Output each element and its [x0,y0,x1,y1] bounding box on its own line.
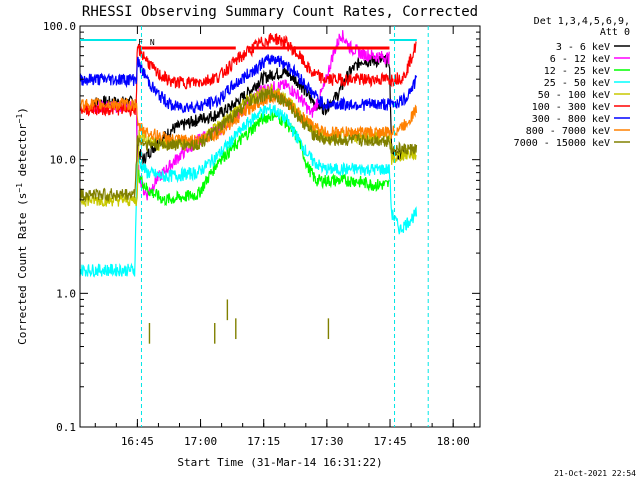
y-axis-label-group: Corrected Count Rate (s−1 detector−1) [15,107,29,345]
timestamp: 21-Oct-2021 22:54 [554,469,636,478]
plot-frame [79,25,481,428]
legend-100-300-kev-label: 100 - 300 keV [532,102,610,113]
legend-header-line-1: Det 1,3,4,5,6,9, [534,16,630,27]
x-tick-label-5: 18:00 [437,435,470,448]
legend-50-100-kev-label: 50 - 100 keV [538,90,610,101]
y-tick-label-2: 1.0 [56,287,76,300]
timestamp-group: 21-Oct-2021 22:54 [554,469,636,478]
y-tick-label-1: 10.0 [50,154,77,167]
y-tick-label-3: 0.1 [56,421,76,434]
x-tick-label-3: 17:30 [310,435,343,448]
series-800-7000-kev-line [79,90,418,147]
x-tick-label-1: 17:00 [184,435,217,448]
y-axis-label: Corrected Count Rate (s−1 detector−1) [15,107,29,345]
state-label-1: N [150,38,155,47]
plot-frame-group [79,25,481,428]
x-axis-label-group: Start Time (31-Mar-14 16:31:22) [177,456,382,469]
x-tick-label-4: 17:45 [373,435,406,448]
legend-header-line-2: Att 0 [600,27,630,38]
x-tick-label-0: 16:45 [121,435,154,448]
x-tick-label-2: 17:15 [247,435,280,448]
title-group: RHESSI Observing Summary Count Rates, Co… [82,4,478,20]
y-tick-label-0: 100.0 [43,20,76,33]
legend-800-7000-kev-label: 800 - 7000 keV [526,126,610,137]
series-25-50-kev-line [79,103,418,278]
series-7000-15000-kev-line [79,88,418,203]
x-axis-label: Start Time (31-Mar-14 16:31:22) [177,456,382,469]
y-axis: 100.0 10.0 1.0 0.1 [43,20,480,434]
legend-3-6-kev-label: 3 - 6 keV [556,42,610,53]
series-3-6-kev-line [92,53,405,165]
legend-300-800-kev-label: 300 - 800 keV [532,114,610,125]
legend-7000-15000-kev-label: 7000 - 15000 keV [514,138,610,149]
legend-12-25-kev-label: 12 - 25 keV [544,66,610,77]
legend-25-50-kev-label: 25 - 50 keV [544,78,610,89]
x-axis: 16:45 17:00 17:15 17:30 17:45 18:00 [94,26,475,448]
chart-title: RHESSI Observing Summary Count Rates, Co… [82,4,478,20]
legend-6-12-kev-label: 6 - 12 keV [550,54,610,65]
state-label-0: F [138,38,143,47]
curves-group [79,30,418,344]
series-300-800-kev-line [79,54,418,114]
